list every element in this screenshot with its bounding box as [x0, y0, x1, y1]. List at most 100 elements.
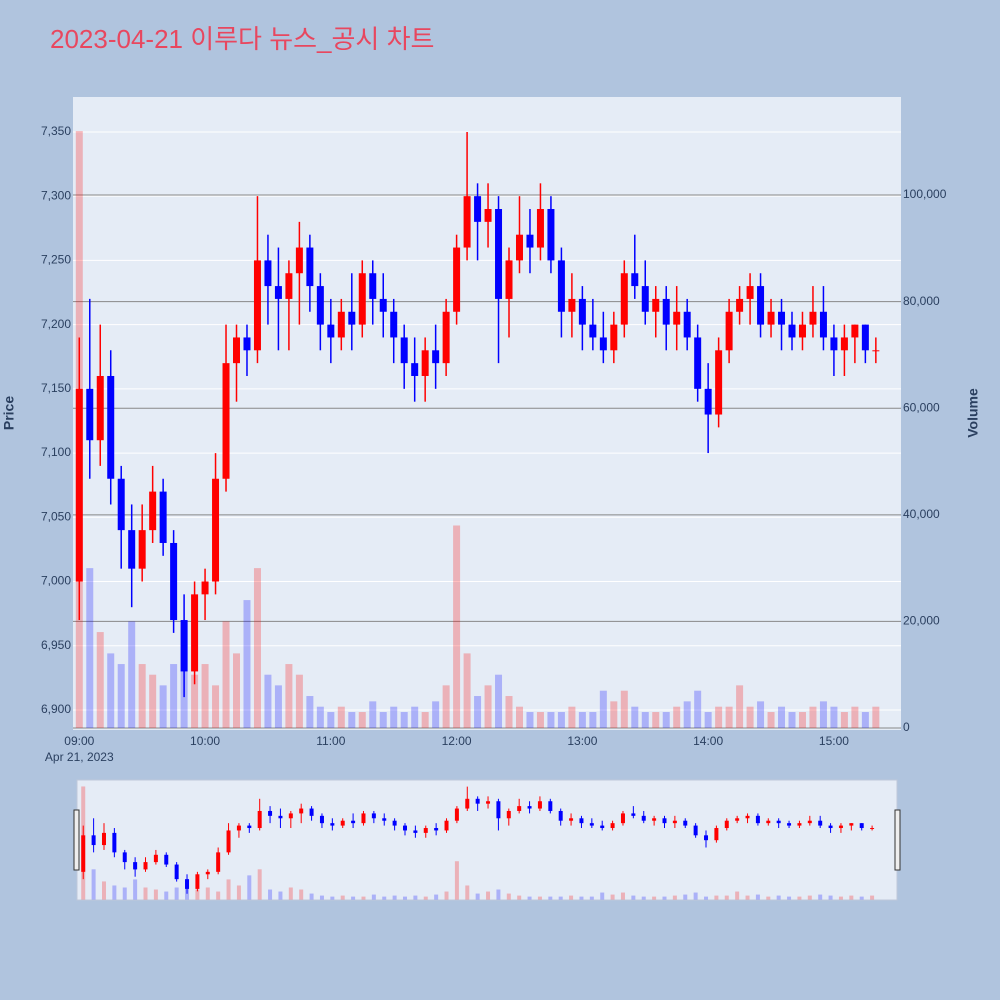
- volume-bar: [411, 706, 419, 729]
- candle-body: [735, 818, 740, 821]
- volume-bar: [390, 706, 398, 729]
- candle-body: [776, 820, 781, 824]
- volume-bar: [278, 891, 283, 900]
- candle-body: [243, 337, 251, 351]
- volume-bar: [91, 869, 96, 900]
- chart-title: 2023-04-21 이루다 뉴스_공시 차트: [50, 24, 434, 54]
- candle-body: [672, 820, 677, 824]
- volume-bar: [537, 896, 542, 900]
- y2-tick-label: 40,000: [903, 507, 940, 521]
- candle-body: [547, 209, 555, 261]
- candle-body: [683, 311, 691, 338]
- candle-body: [558, 810, 563, 821]
- candle-body: [403, 825, 407, 831]
- volume-bar: [672, 895, 677, 900]
- candle-body: [174, 864, 179, 880]
- volume-bar: [369, 701, 377, 729]
- x-tick-label: 11:00: [316, 734, 345, 748]
- volume-bar: [222, 621, 230, 729]
- volume-bar: [517, 895, 522, 900]
- candle-body: [506, 810, 511, 819]
- candle-body: [579, 818, 584, 824]
- candle-body: [264, 260, 272, 287]
- candle-body: [569, 818, 574, 821]
- volume-bar: [274, 685, 282, 729]
- volume-bar: [838, 896, 843, 900]
- candle-body: [253, 260, 261, 351]
- candle-body: [133, 862, 138, 870]
- y-tick-label: 7,100: [41, 445, 71, 459]
- volume-bar: [403, 896, 407, 900]
- volume-bar: [505, 696, 513, 729]
- volume-bar: [797, 896, 802, 900]
- volume-bar: [216, 891, 221, 900]
- candle-body: [112, 832, 117, 853]
- volume-bar: [253, 568, 261, 729]
- volume-bar: [620, 690, 628, 729]
- volume-bar: [86, 568, 94, 729]
- volume-bar: [361, 896, 366, 900]
- volume-bar: [589, 712, 597, 729]
- range-handle-right[interactable]: [894, 809, 901, 871]
- candle-body: [413, 830, 418, 833]
- candle-body: [870, 828, 875, 830]
- candle-body: [299, 808, 304, 814]
- candle-body: [797, 823, 802, 826]
- candle-body: [233, 337, 241, 364]
- candle-body: [164, 854, 169, 865]
- volume-bar: [579, 896, 584, 900]
- candle-body: [767, 311, 775, 325]
- candle-body: [620, 273, 628, 325]
- volume-bar: [568, 706, 576, 729]
- candle-body: [201, 581, 209, 595]
- volume-bar: [757, 701, 765, 729]
- volume-bar: [371, 894, 376, 900]
- candle-body: [81, 835, 86, 872]
- volume-bar: [631, 895, 636, 900]
- x-tick-label: 12:00: [442, 734, 472, 748]
- volume-bar: [423, 896, 428, 900]
- range-handle-left[interactable]: [73, 809, 80, 871]
- candle-body: [442, 311, 450, 364]
- volume-bar: [578, 712, 586, 729]
- volume-bar: [316, 706, 324, 729]
- candle-body: [673, 311, 681, 325]
- volume-bar: [463, 653, 471, 729]
- volume-bar: [599, 690, 607, 729]
- volume-bar: [453, 525, 461, 729]
- volume-bar: [506, 893, 511, 900]
- candle-body: [589, 324, 597, 338]
- volume-bar: [149, 674, 157, 729]
- candle-body: [361, 813, 366, 824]
- volume-bar: [662, 896, 667, 900]
- candle-body: [704, 835, 709, 841]
- volume-bar: [536, 712, 544, 729]
- volume-bar: [589, 896, 594, 900]
- volume-bar: [465, 885, 470, 900]
- volume-bar: [117, 664, 125, 729]
- candle-body: [849, 823, 854, 826]
- volume-bar: [243, 600, 251, 729]
- volume-bar: [600, 892, 605, 900]
- volume-bar: [673, 706, 681, 729]
- volume-bar: [143, 887, 148, 900]
- volume-bar: [264, 674, 272, 729]
- candle-body: [818, 820, 823, 826]
- volume-bar: [830, 706, 838, 729]
- candle-body: [453, 247, 461, 312]
- candle-body: [236, 825, 241, 831]
- volume-bar: [306, 696, 314, 729]
- candle-body: [798, 324, 806, 338]
- volume-bar: [96, 632, 104, 729]
- y-tick-label: 7,350: [41, 124, 71, 138]
- volume-bar: [174, 887, 179, 900]
- volume-bar: [247, 875, 252, 900]
- volume-bar: [170, 664, 178, 729]
- range-slider[interactable]: [76, 779, 898, 901]
- candle-body: [631, 813, 636, 816]
- candle-body: [285, 273, 293, 299]
- candle-body: [319, 815, 324, 824]
- y-tick-label: 7,050: [41, 509, 71, 523]
- candle-body: [787, 823, 792, 826]
- candle-body: [568, 298, 576, 312]
